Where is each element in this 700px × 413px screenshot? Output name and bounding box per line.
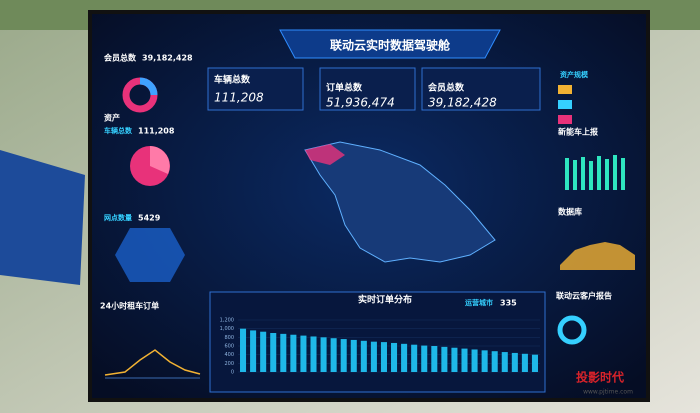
kpi-value: 111,208 [214, 91, 264, 105]
members-label: 会员总数 [104, 53, 137, 63]
truck-icon [558, 100, 572, 109]
kpi-box [207, 67, 304, 111]
truck-icon [558, 115, 572, 124]
side-screen [0, 150, 85, 285]
y-tick-label: 1,000 [220, 326, 234, 332]
province-map [304, 141, 496, 263]
bar [260, 331, 267, 372]
bar [320, 337, 327, 372]
database-label: 数据库 [558, 207, 582, 217]
kpi-label: 车辆总数 [214, 74, 251, 86]
vehicles-value: 111,208 [138, 127, 175, 136]
bar [240, 328, 247, 372]
bar [350, 339, 357, 372]
cities-label: 运营城市 [465, 298, 493, 307]
members-value: 39,182,428 [142, 54, 193, 63]
bar [360, 340, 367, 372]
truck-icon [558, 85, 572, 94]
customer-donut [557, 315, 587, 345]
title-banner [279, 29, 501, 59]
dashboard-title: 联动云实时数据驾驶舱 [330, 38, 451, 53]
pie-part [150, 146, 170, 174]
bar [401, 343, 408, 372]
bar [330, 338, 337, 372]
bar [411, 344, 418, 372]
kpi-value: 39,182,428 [428, 96, 497, 110]
bar [461, 348, 468, 372]
y-tick-label: 1,200 [220, 318, 234, 324]
orders-panel-title: 实时订单分布 [358, 294, 412, 306]
y-tick-label: 200 [224, 361, 234, 367]
kpi-value: 51,936,474 [326, 96, 395, 110]
bar [300, 335, 307, 372]
vehicles-label: 车辆总数 [104, 126, 133, 135]
bar [310, 336, 317, 372]
outlets-value: 5429 [138, 214, 161, 223]
assets-scale-label: 资产规模 [560, 70, 589, 79]
bar [511, 352, 518, 372]
cities-value: 335 [500, 299, 517, 308]
kpi-label: 会员总数 [428, 82, 465, 94]
assets-label: 资产 [104, 113, 120, 123]
outlets-label: 网点数量 [104, 213, 132, 222]
bar [491, 351, 498, 372]
bar [290, 334, 297, 372]
donut-part [139, 77, 158, 96]
y-tick-label: 600 [224, 344, 234, 350]
bar [431, 346, 438, 372]
y-tick-label: 400 [224, 352, 234, 358]
bar [421, 345, 428, 372]
map-region [305, 144, 345, 165]
database-area [560, 242, 635, 270]
bar [280, 333, 287, 372]
bar-chart: 0 200 400 600 800 1,000 1,200 [220, 318, 540, 376]
bar [340, 339, 347, 372]
kpi-box [421, 67, 541, 111]
bar [250, 330, 257, 372]
bar [391, 342, 398, 372]
bar [481, 350, 488, 372]
watermark-url: www.pjtime.com [583, 389, 633, 396]
y-tick-label: 0 [231, 370, 234, 376]
bar [531, 354, 538, 372]
y-tick-label: 800 [224, 335, 234, 341]
watermark: 投影时代 [576, 370, 624, 385]
bar [270, 333, 277, 372]
orders24-label: 24小时租车订单 [100, 301, 159, 311]
hex-map [115, 228, 185, 282]
customer-report-label: 联动云客户报告 [556, 291, 612, 301]
ev-bars [565, 155, 625, 190]
orders-line [104, 349, 201, 376]
bar [471, 349, 478, 372]
bar [501, 352, 508, 372]
bar [380, 342, 387, 372]
ev-report-label: 新能车上报 [558, 127, 598, 137]
kpi-label: 订单总数 [326, 82, 363, 94]
bar [370, 341, 377, 372]
bar [521, 353, 528, 372]
bar [441, 346, 448, 372]
bar [451, 347, 458, 372]
kpi-box [319, 67, 416, 111]
